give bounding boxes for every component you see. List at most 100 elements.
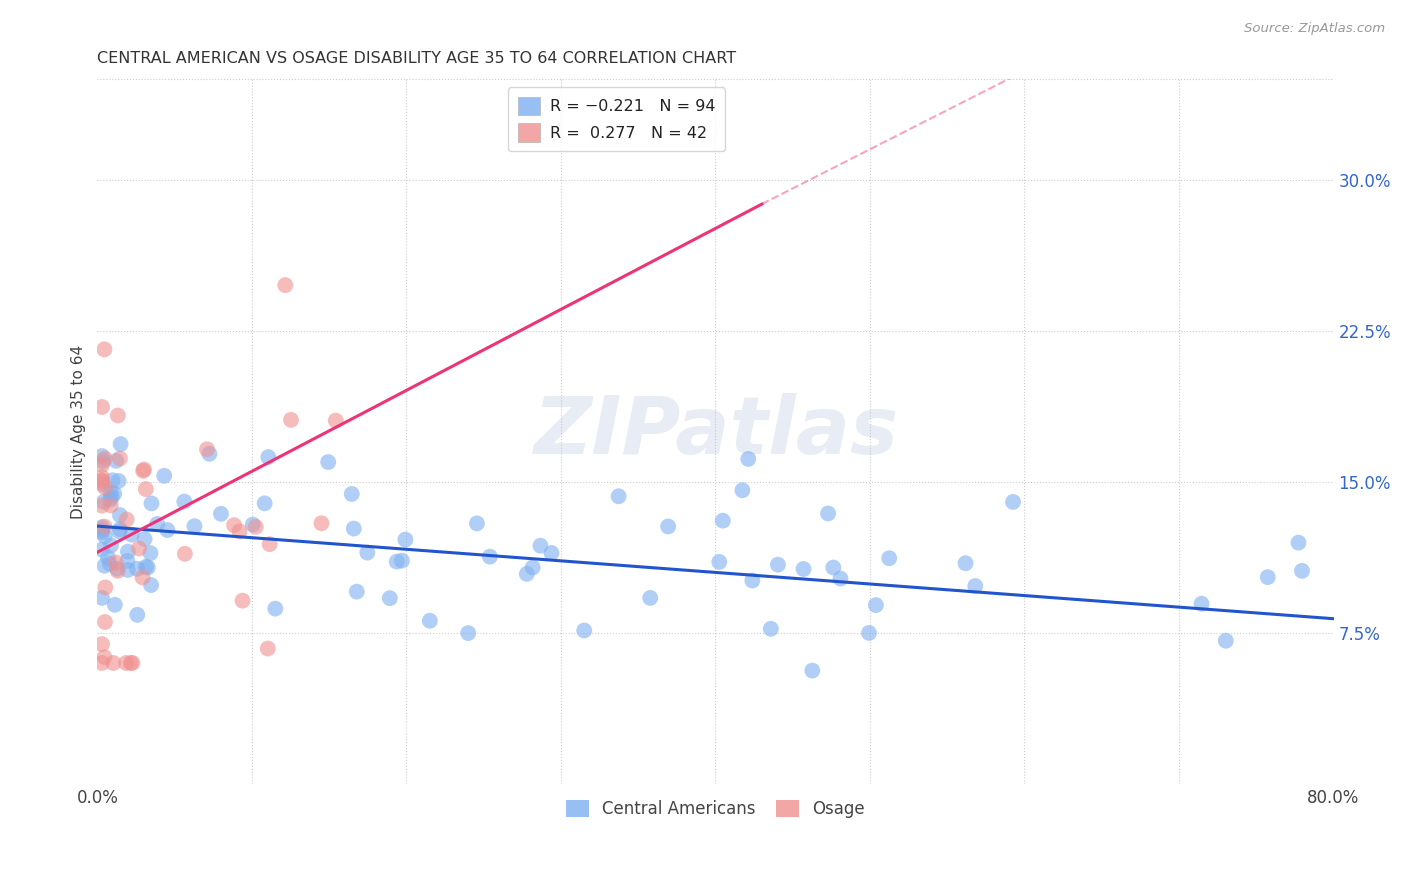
Point <box>574 624 596 638</box>
Point <box>115 512 138 526</box>
Point <box>385 555 408 569</box>
Point <box>135 559 157 574</box>
Point <box>222 518 245 533</box>
Point <box>132 464 155 478</box>
Point <box>91 400 114 414</box>
Point <box>311 516 333 531</box>
Point <box>121 656 143 670</box>
Point <box>104 556 127 570</box>
Point <box>108 524 131 539</box>
Point <box>91 454 114 468</box>
Point <box>98 492 121 507</box>
Text: Source: ZipAtlas.com: Source: ZipAtlas.com <box>1244 22 1385 36</box>
Point <box>93 650 115 665</box>
Point <box>394 533 416 547</box>
Point <box>731 483 754 498</box>
Point <box>195 442 218 457</box>
Point <box>128 541 150 556</box>
Point <box>759 622 782 636</box>
Point <box>865 598 887 612</box>
Point <box>877 551 900 566</box>
Point <box>97 550 120 565</box>
Point <box>107 409 129 423</box>
Point <box>131 570 153 584</box>
Point <box>94 529 117 543</box>
Point <box>965 579 987 593</box>
Point <box>830 572 852 586</box>
Point <box>741 574 763 588</box>
Point <box>955 556 977 570</box>
Point <box>105 562 128 576</box>
Legend: Central Americans, Osage: Central Americans, Osage <box>560 793 872 825</box>
Point <box>98 557 121 571</box>
Point <box>91 499 114 513</box>
Y-axis label: Disability Age 35 to 64: Disability Age 35 to 64 <box>72 344 86 518</box>
Point <box>522 560 544 574</box>
Text: CENTRAL AMERICAN VS OSAGE DISABILITY AGE 35 TO 64 CORRELATION CHART: CENTRAL AMERICAN VS OSAGE DISABILITY AGE… <box>97 51 737 66</box>
Point <box>232 593 254 607</box>
Point <box>858 626 880 640</box>
Point <box>91 525 114 540</box>
Point <box>1288 535 1310 549</box>
Point <box>117 544 139 558</box>
Point <box>105 454 128 468</box>
Point <box>91 524 114 538</box>
Point <box>103 656 125 670</box>
Point <box>91 542 114 557</box>
Point <box>209 507 232 521</box>
Point <box>457 626 479 640</box>
Point <box>91 449 114 463</box>
Point <box>91 477 114 491</box>
Point <box>638 591 661 605</box>
Point <box>259 537 281 551</box>
Point <box>657 519 679 533</box>
Point <box>93 343 115 357</box>
Point <box>94 615 117 629</box>
Point <box>103 486 125 500</box>
Point <box>125 562 148 576</box>
Point <box>173 494 195 508</box>
Point <box>110 437 132 451</box>
Point <box>104 598 127 612</box>
Point <box>117 554 139 568</box>
Point <box>1257 570 1279 584</box>
Point <box>141 496 163 510</box>
Point <box>183 519 205 533</box>
Point <box>108 522 131 536</box>
Point <box>94 451 117 466</box>
Point <box>801 664 824 678</box>
Point <box>245 520 267 534</box>
Point <box>117 563 139 577</box>
Text: ZIPatlas: ZIPatlas <box>533 392 898 471</box>
Point <box>792 562 814 576</box>
Point <box>529 539 551 553</box>
Point <box>134 532 156 546</box>
Point <box>316 455 339 469</box>
Point <box>1291 564 1313 578</box>
Point <box>100 499 122 513</box>
Point <box>709 555 731 569</box>
Point <box>93 495 115 509</box>
Point <box>174 547 197 561</box>
Point <box>107 564 129 578</box>
Point <box>737 452 759 467</box>
Point <box>153 468 176 483</box>
Point <box>93 519 115 533</box>
Point <box>256 641 278 656</box>
Point <box>198 447 221 461</box>
Point <box>516 566 538 581</box>
Point <box>100 485 122 500</box>
Point <box>478 549 501 564</box>
Point <box>340 487 363 501</box>
Point <box>242 517 264 532</box>
Point <box>139 546 162 560</box>
Point <box>121 527 143 541</box>
Point <box>91 591 114 605</box>
Point <box>120 656 142 670</box>
Point <box>91 458 114 472</box>
Point <box>280 413 302 427</box>
Point <box>136 560 159 574</box>
Point <box>91 637 114 651</box>
Point <box>91 520 114 534</box>
Point <box>817 507 839 521</box>
